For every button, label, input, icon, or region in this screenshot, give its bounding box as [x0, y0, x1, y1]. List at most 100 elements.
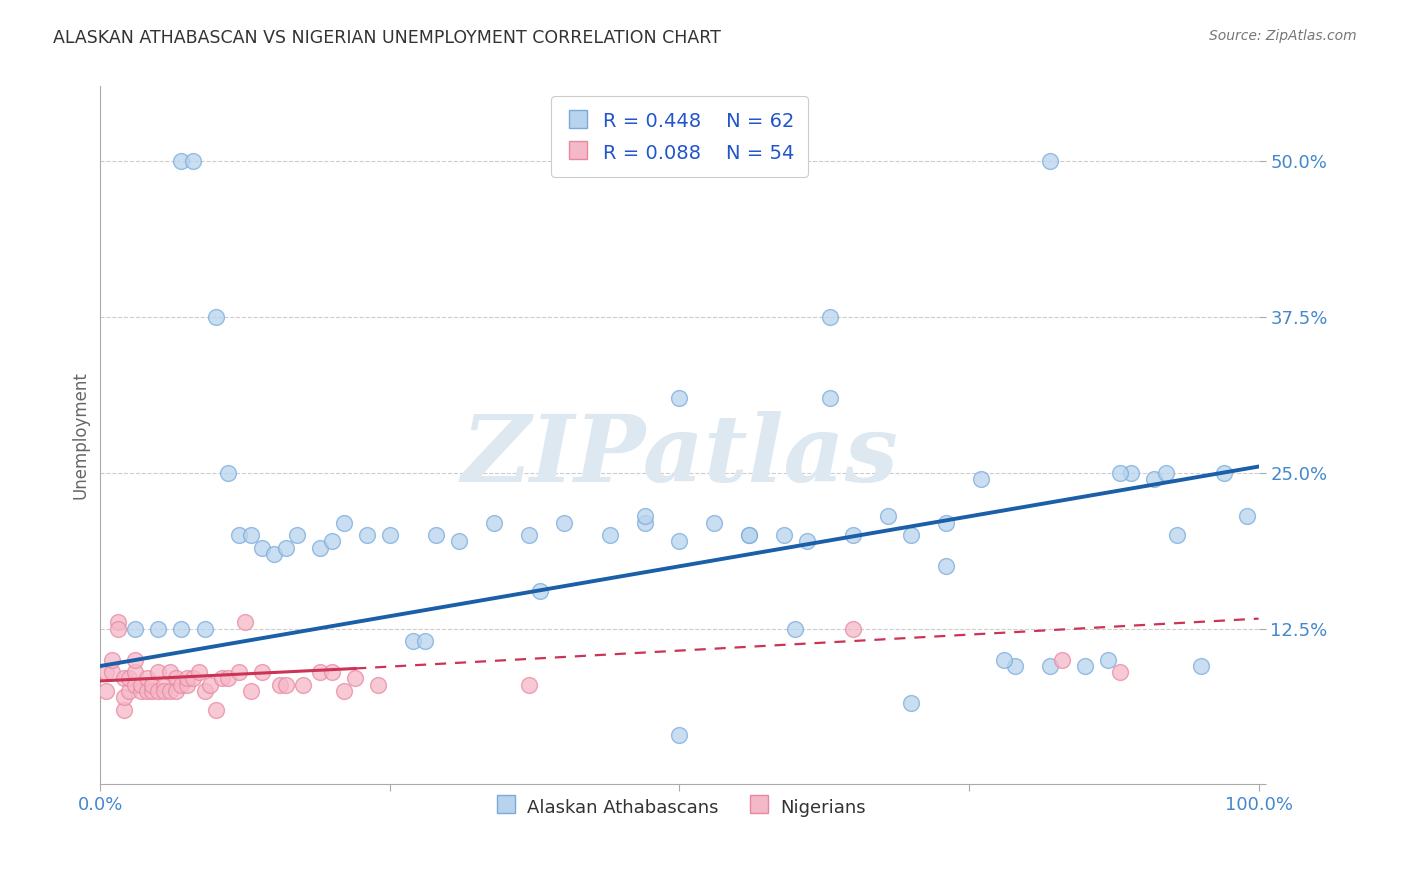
Point [321, 665, 343, 680]
Point [367, 678, 389, 692]
Point [159, 684, 181, 698]
Point [124, 622, 146, 636]
Point [141, 678, 163, 692]
Point [321, 534, 343, 549]
Point [309, 665, 332, 680]
Point [449, 534, 471, 549]
Point [1039, 154, 1062, 169]
Point [634, 516, 657, 530]
Point [703, 516, 725, 530]
Point [274, 678, 297, 692]
Point [129, 678, 152, 692]
Point [1189, 659, 1212, 673]
Point [170, 154, 193, 169]
Point [332, 684, 354, 698]
Point [269, 678, 291, 692]
Point [112, 703, 135, 717]
Point [148, 684, 170, 698]
Point [165, 672, 187, 686]
Point [94, 684, 117, 698]
Point [599, 528, 621, 542]
Point [118, 684, 141, 698]
Point [153, 678, 176, 692]
Point [935, 559, 957, 574]
Point [900, 528, 922, 542]
Point [1166, 528, 1188, 542]
Point [170, 622, 193, 636]
Point [181, 154, 204, 169]
Point [1097, 653, 1119, 667]
Point [194, 684, 217, 698]
Point [935, 516, 957, 530]
Point [1121, 466, 1143, 480]
Point [159, 665, 181, 680]
Text: ALASKAN ATHABASCAN VS NIGERIAN UNEMPLOYMENT CORRELATION CHART: ALASKAN ATHABASCAN VS NIGERIAN UNEMPLOYM… [53, 29, 721, 46]
Point [1074, 659, 1097, 673]
Point [187, 665, 209, 680]
Point [141, 684, 163, 698]
Point [118, 672, 141, 686]
Point [818, 391, 841, 405]
Point [124, 678, 146, 692]
Point [425, 528, 447, 542]
Point [228, 665, 250, 680]
Text: ZIPatlas: ZIPatlas [461, 411, 898, 501]
Point [634, 509, 657, 524]
Point [153, 684, 176, 698]
Point [309, 541, 332, 555]
Point [211, 672, 233, 686]
Point [233, 615, 256, 630]
Point [378, 528, 401, 542]
Point [1143, 472, 1166, 486]
Point [900, 697, 922, 711]
Y-axis label: Unemployment: Unemployment [72, 371, 89, 500]
Point [101, 653, 124, 667]
Legend: Alaskan Athabascans, Nigerians: Alaskan Athabascans, Nigerians [486, 789, 873, 824]
Point [993, 653, 1015, 667]
Point [124, 653, 146, 667]
Point [274, 541, 297, 555]
Point [1212, 466, 1234, 480]
Point [292, 678, 315, 692]
Point [482, 516, 505, 530]
Point [668, 728, 690, 742]
Point [1236, 509, 1258, 524]
Point [772, 528, 794, 542]
Point [668, 534, 690, 549]
Point [107, 615, 129, 630]
Text: Source: ZipAtlas.com: Source: ZipAtlas.com [1209, 29, 1357, 43]
Point [517, 678, 540, 692]
Point [529, 584, 551, 599]
Point [148, 665, 170, 680]
Point [194, 622, 217, 636]
Point [344, 672, 367, 686]
Point [176, 678, 198, 692]
Point [738, 528, 761, 542]
Point [413, 634, 436, 648]
Point [181, 672, 204, 686]
Point [252, 541, 274, 555]
Point [785, 622, 807, 636]
Point [239, 684, 262, 698]
Point [402, 634, 425, 648]
Point [553, 516, 575, 530]
Point [842, 622, 865, 636]
Point [356, 528, 378, 542]
Point [239, 528, 262, 542]
Point [112, 690, 135, 705]
Point [217, 672, 239, 686]
Point [842, 528, 865, 542]
Point [285, 528, 308, 542]
Point [135, 684, 157, 698]
Point [969, 472, 991, 486]
Point [165, 684, 187, 698]
Point [1004, 659, 1026, 673]
Point [668, 391, 690, 405]
Point [101, 665, 124, 680]
Point [148, 622, 170, 636]
Point [252, 665, 274, 680]
Point [877, 509, 900, 524]
Point [94, 665, 117, 680]
Point [1154, 466, 1177, 480]
Point [228, 528, 250, 542]
